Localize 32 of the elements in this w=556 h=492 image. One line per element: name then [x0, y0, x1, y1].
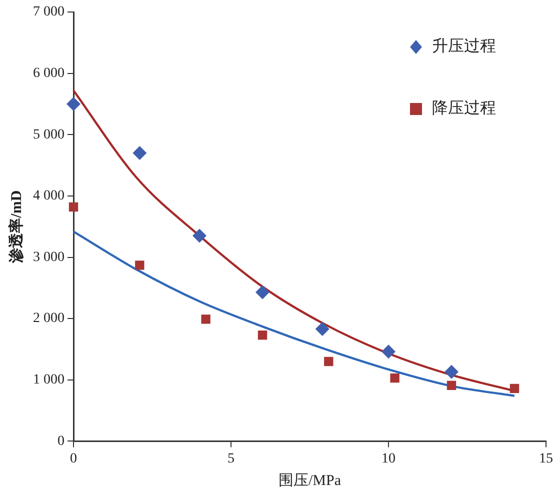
x-tick-label: 5: [228, 451, 234, 466]
point: [444, 364, 458, 379]
x-tick-label: 10: [382, 451, 396, 466]
point: [132, 146, 147, 160]
x-tick-label: 0: [70, 451, 77, 466]
point: [192, 228, 206, 243]
point: [446, 380, 456, 390]
y-axis-title: 渗透率/mD: [6, 190, 25, 264]
point: [68, 202, 78, 212]
y-tick-label: 0: [58, 434, 64, 449]
y-tick-label: 2 000: [33, 311, 64, 326]
y-tick-label: 3 000: [33, 250, 64, 265]
point: [66, 96, 80, 111]
point: [510, 384, 520, 394]
point: [201, 314, 210, 324]
x-axis-title: 围压/MPa: [278, 472, 342, 489]
point: [324, 356, 334, 366]
y-tick-label: 1 000: [33, 372, 64, 388]
legend-label: 升压过程: [432, 37, 496, 56]
y-tick-label: 6 000: [33, 66, 64, 81]
y-tick-label: 4 000: [33, 188, 64, 204]
y-tick-label: 5 000: [33, 127, 64, 142]
line-series: [72, 230, 516, 397]
point: [258, 330, 268, 340]
point: [390, 373, 400, 383]
x-tick-label: 15: [539, 451, 553, 466]
point: [135, 260, 144, 270]
point: [256, 285, 270, 300]
point: [382, 344, 396, 359]
point: [315, 322, 330, 336]
legend-label: 降压过程: [432, 99, 496, 118]
y-tick-label: 7 000: [33, 4, 64, 20]
